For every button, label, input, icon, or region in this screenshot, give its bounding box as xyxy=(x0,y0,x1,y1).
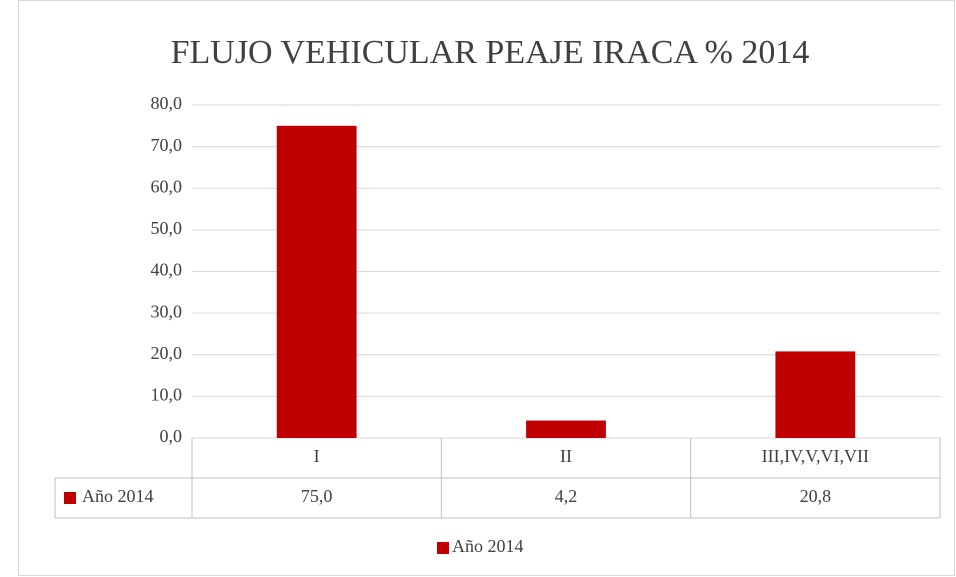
table-legend-key xyxy=(64,492,76,504)
x-tick-label: I xyxy=(314,446,320,466)
legend-key xyxy=(437,542,449,554)
y-tick-label: 40,0 xyxy=(151,260,183,280)
y-tick-label: 10,0 xyxy=(151,385,183,405)
bar xyxy=(526,420,606,438)
y-tick-label: 30,0 xyxy=(151,301,183,321)
legend-label: Año 2014 xyxy=(452,536,524,556)
bar xyxy=(775,351,856,438)
chart-frame xyxy=(18,0,955,576)
y-tick-label: 0,0 xyxy=(160,426,183,446)
x-tick-label: III,IV,V,VI,VII xyxy=(762,446,869,466)
y-tick-label: 70,0 xyxy=(151,135,183,155)
y-tick-label: 80,0 xyxy=(151,93,183,113)
table-value: 20,8 xyxy=(800,486,832,506)
chart-title: FLUJO VEHICULAR PEAJE IRACA % 2014 xyxy=(171,34,810,71)
y-tick-label: 50,0 xyxy=(151,218,183,238)
y-tick-label: 20,0 xyxy=(151,343,183,363)
bar xyxy=(276,125,357,438)
table-value: 4,2 xyxy=(555,486,578,506)
x-tick-label: II xyxy=(560,446,572,466)
y-tick-label: 60,0 xyxy=(151,176,183,196)
table-legend-label: Año 2014 xyxy=(82,486,154,506)
table-value: 75,0 xyxy=(301,486,333,506)
